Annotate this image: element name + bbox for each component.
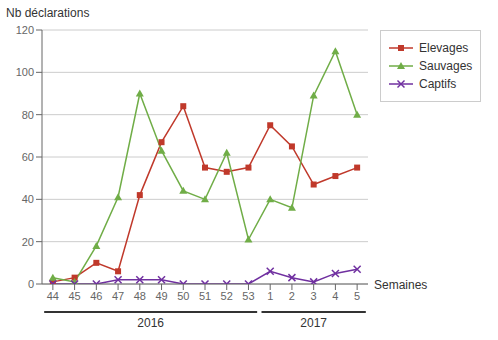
html-text:Elevages: Elevages (419, 41, 469, 55)
svg-text:51: 51 (199, 290, 211, 302)
svg-text:46: 46 (90, 290, 102, 302)
svg-text:50: 50 (177, 290, 189, 302)
svg-text:53: 53 (242, 290, 254, 302)
svg-text:52: 52 (221, 290, 233, 302)
svg-text:100: 100 (16, 66, 34, 78)
html-text:Semaines: Semaines (374, 278, 428, 292)
html-text:Sauvages: Sauvages (419, 59, 473, 73)
html-text:Nb déclarations: Nb déclarations (6, 6, 90, 20)
svg-text:120: 120 (16, 24, 34, 36)
svg-text:40: 40 (22, 193, 34, 205)
svg-text:2016: 2016 (137, 316, 164, 330)
svg-text:2: 2 (289, 290, 295, 302)
svg-text:0: 0 (28, 278, 34, 290)
svg-text:48: 48 (134, 290, 146, 302)
svg-text:49: 49 (155, 290, 167, 302)
svg-text:20: 20 (22, 236, 34, 248)
svg-text:44: 44 (47, 290, 59, 302)
svg-text:45: 45 (68, 290, 80, 302)
svg-text:80: 80 (22, 109, 34, 121)
svg-text:3: 3 (311, 290, 317, 302)
svg-text:5: 5 (354, 290, 360, 302)
svg-text:1: 1 (267, 290, 273, 302)
svg-text:4: 4 (332, 290, 338, 302)
svg-text:2017: 2017 (300, 316, 327, 330)
html-text:Captifs: Captifs (419, 77, 457, 91)
svg-text:60: 60 (22, 151, 34, 163)
svg-text:47: 47 (112, 290, 124, 302)
